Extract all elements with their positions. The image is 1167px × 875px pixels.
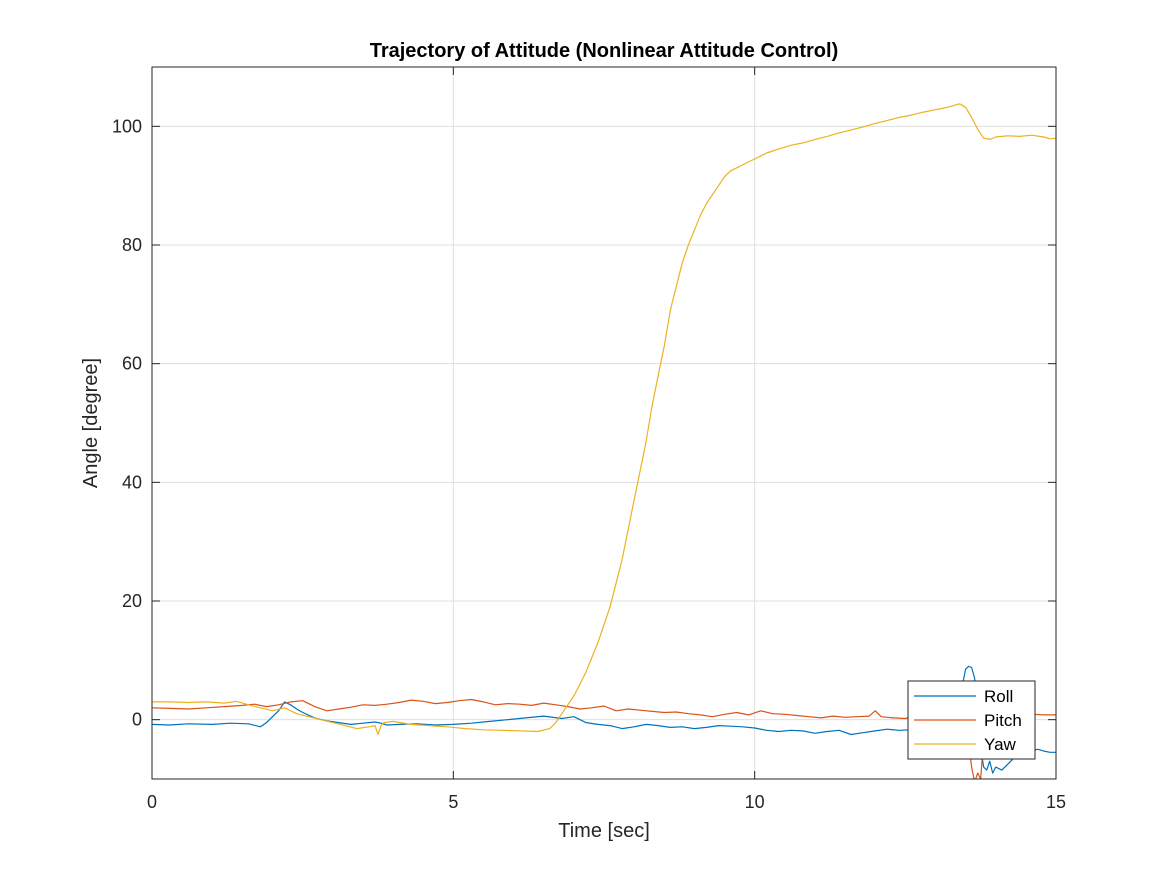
legend: Roll Pitch Yaw — [907, 680, 1036, 760]
plot-frame — [151, 66, 1057, 780]
y-tick-label: 40 — [122, 472, 142, 492]
y-tick-label: 100 — [112, 116, 142, 136]
y-tick-label: 0 — [132, 710, 142, 730]
legend-entries: Roll Pitch Yaw — [914, 687, 1022, 754]
plot-background — [152, 67, 1056, 779]
x-tick-label: 0 — [147, 792, 157, 812]
x-tick-label: 15 — [1046, 792, 1066, 812]
series-line-yaw — [152, 103, 1056, 736]
y-axis-label: Angle [degree] — [80, 358, 102, 488]
ticks — [151, 67, 1057, 779]
y-tick-label: 20 — [122, 591, 142, 611]
x-axis-label: Time [sec] — [558, 820, 650, 842]
grid-lines — [152, 67, 1056, 779]
y-tick-label: 60 — [122, 354, 142, 374]
y-tick-label: 80 — [122, 235, 142, 255]
chart-title: Trajectory of Attitude (Nonlinear Attitu… — [370, 40, 839, 62]
tick-labels: 0 5 10 15 0 20 40 60 80 100 — [112, 116, 1066, 812]
legend-label-pitch: Pitch — [984, 711, 1022, 730]
plot-area: 0 5 10 15 0 20 40 60 80 100 — [112, 66, 1066, 812]
legend-label-yaw: Yaw — [984, 735, 1017, 754]
x-tick-label: 10 — [745, 792, 765, 812]
legend-label-roll: Roll — [984, 687, 1013, 706]
x-tick-label: 5 — [448, 792, 458, 812]
